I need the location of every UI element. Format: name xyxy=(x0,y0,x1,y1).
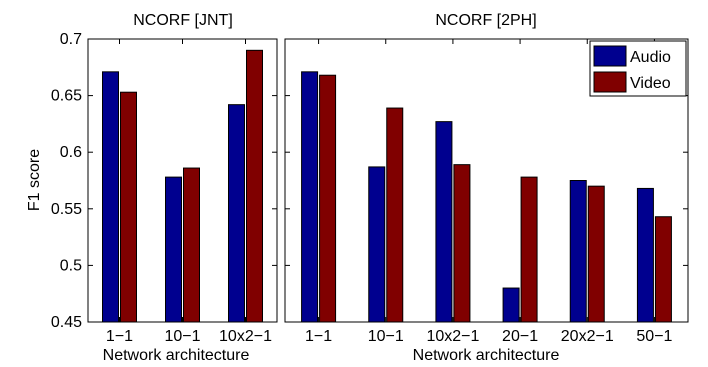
chart-title-2ph: NCORF [2PH] xyxy=(435,12,536,29)
bar-video-2ph-5 xyxy=(655,217,671,322)
x-tick-label-2ph-5: 50−1 xyxy=(636,328,672,345)
x-tick-label-2ph-2: 10x2−1 xyxy=(426,328,479,345)
y-tick-label-1: 0.5 xyxy=(60,257,82,274)
y-axis-label: F1 score xyxy=(26,149,43,211)
x-tick-label-jnt-1: 10−1 xyxy=(164,328,200,345)
x-tick-label-jnt-2: 10x2−1 xyxy=(219,328,272,345)
bar-audio-2ph-2 xyxy=(436,122,452,322)
y-tick-label-4: 0.65 xyxy=(51,88,82,105)
chart-title-jnt: NCORF [JNT] xyxy=(133,12,233,29)
x-tick-label-2ph-1: 10−1 xyxy=(368,328,404,345)
bar-audio-2ph-4 xyxy=(570,181,586,323)
bar-audio-2ph-1 xyxy=(369,167,385,322)
bar-video-jnt-1 xyxy=(184,168,200,322)
legend-label-audio: Audio xyxy=(630,49,671,66)
bar-audio-2ph-3 xyxy=(503,288,519,322)
legend-swatch-audio xyxy=(594,46,626,66)
y-tick-label-0: 0.45 xyxy=(51,314,82,331)
bar-audio-jnt-1 xyxy=(166,177,182,322)
x-axis-label-jnt: Network architecture xyxy=(103,347,250,364)
x-tick-label-2ph-0: 1−1 xyxy=(305,328,332,345)
bar-video-jnt-0 xyxy=(121,92,137,322)
chart-panel-2ph: NCORF [2PH] Network architecture 1−1 10−1… xyxy=(285,12,688,364)
bar-audio-jnt-0 xyxy=(103,72,119,322)
x-tick-label-2ph-4: 20x2−1 xyxy=(561,328,614,345)
x-tick-label-jnt-0: 1−1 xyxy=(106,328,133,345)
bar-video-2ph-1 xyxy=(387,108,403,322)
bar-video-jnt-2 xyxy=(247,50,263,322)
legend: Audio Video xyxy=(590,41,686,96)
bar-audio-2ph-0 xyxy=(302,72,318,322)
bar-audio-2ph-5 xyxy=(637,188,653,322)
x-tick-label-2ph-3: 20−1 xyxy=(502,328,538,345)
y-tick-label-2: 0.55 xyxy=(51,201,82,218)
bar-video-2ph-2 xyxy=(454,165,470,322)
y-tick-label-5: 0.7 xyxy=(60,31,82,48)
bar-video-2ph-3 xyxy=(521,177,537,322)
chart-panel-jnt: NCORF [JNT] F1 score Network architectur… xyxy=(26,12,277,364)
y-axis-ticks: 0.45 0.5 0.55 0.6 0.65 0.7 xyxy=(51,31,82,331)
x-axis-label-2ph: Network architecture xyxy=(413,347,560,364)
bar-audio-jnt-2 xyxy=(229,105,245,322)
legend-label-video: Video xyxy=(630,75,671,92)
bar-video-2ph-4 xyxy=(588,186,604,322)
bar-video-2ph-0 xyxy=(320,75,336,322)
y-tick-label-3: 0.6 xyxy=(60,144,82,161)
legend-swatch-video xyxy=(594,72,626,92)
